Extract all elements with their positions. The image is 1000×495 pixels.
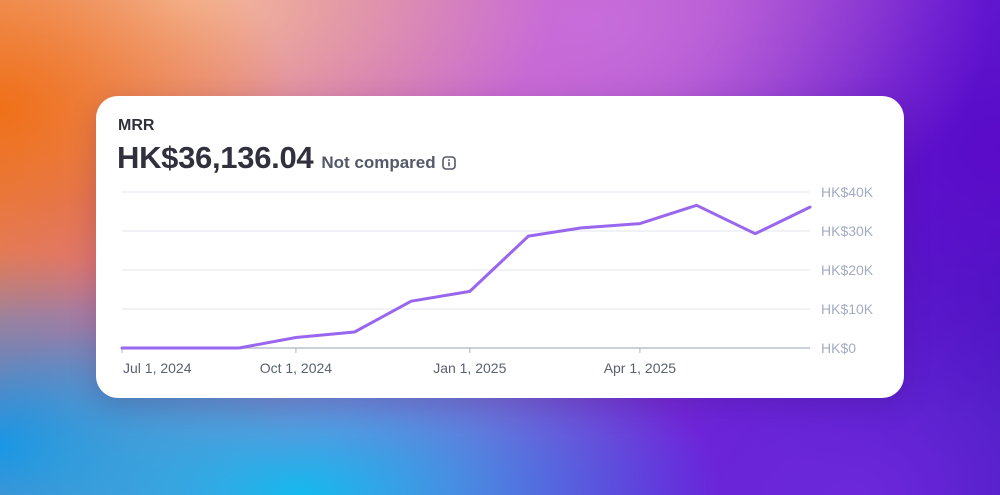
series-line (120, 203, 812, 350)
y-tick-label: HK$20K (821, 262, 874, 278)
x-tick-label: Jul 1, 2024 (123, 360, 192, 376)
x-tick-label: Apr 1, 2025 (604, 360, 677, 376)
info-icon[interactable] (441, 156, 456, 170)
y-tick-label: HK$0 (821, 340, 856, 356)
metric-value: HK$36,136.04 (117, 140, 314, 175)
compare-label: Not compared (321, 153, 436, 172)
mrr-line-chart: HK$0 HK$10K HK$20K HK$30K HK$40K Jul 1, 2024 O… (120, 184, 874, 376)
metric-label: MRR (118, 117, 155, 134)
mrr-card: HK$0 HK$10K HK$20K HK$30K HK$40K Jul 1, 2024 O… (96, 96, 904, 398)
y-tick-label: HK$40K (821, 184, 874, 200)
metric-row: HK$36,136.04 Not compared (117, 140, 456, 176)
x-tick-label: Oct 1, 2024 (260, 360, 333, 376)
y-tick-label: HK$10K (821, 301, 874, 317)
y-tick-label: HK$30K (821, 223, 874, 239)
x-tick-label: Jan 1, 2025 (433, 360, 506, 376)
